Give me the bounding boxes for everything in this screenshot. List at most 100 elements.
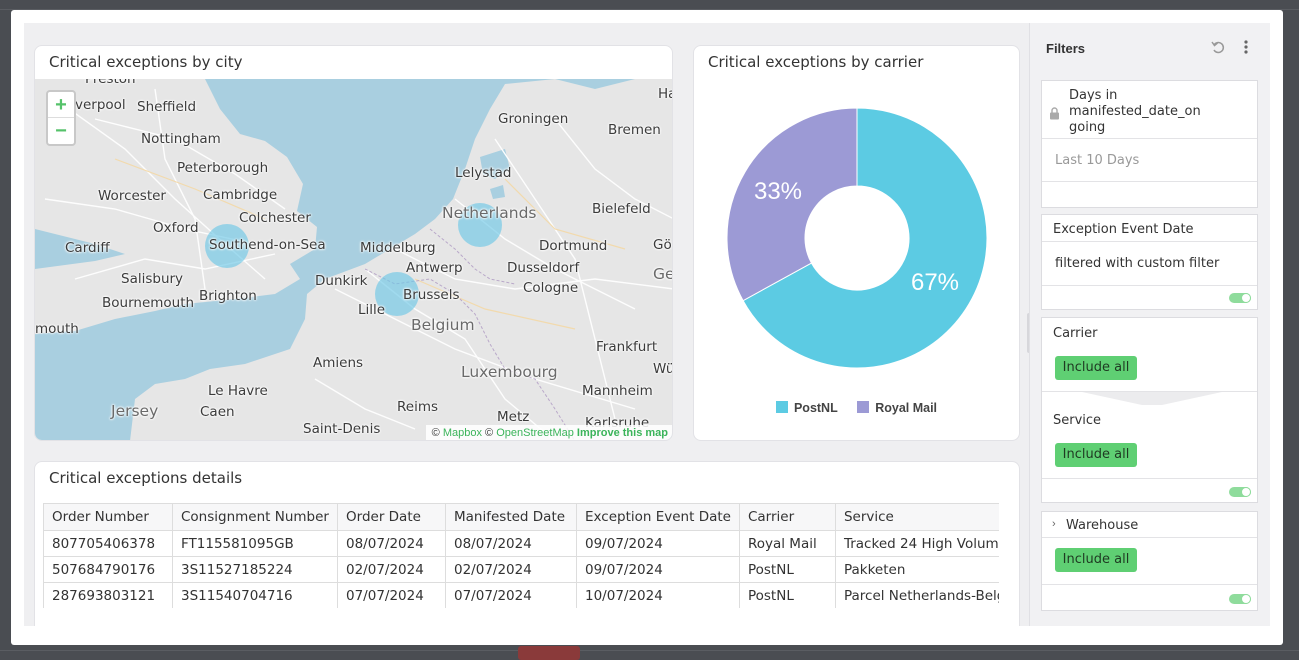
filter-warehouse-toggle[interactable] (1229, 594, 1251, 604)
map-label: Lelystad (455, 165, 512, 181)
filter-days-value-row[interactable]: Last 10 Days (1042, 139, 1257, 182)
filter-days-label: Days in manifested_date_on going (1069, 88, 1201, 136)
map-label: Groningen (498, 111, 569, 127)
copyright-symbol: © (431, 427, 440, 439)
donut-slice-royal-mail[interactable] (726, 107, 858, 302)
map-label: Netherlands (442, 204, 537, 222)
column-header[interactable]: Consignment Number (172, 503, 338, 531)
backdrop-divider (0, 9, 1299, 10)
filter-days-label-line: manifested_date_on (1069, 104, 1201, 119)
filter-warehouse-label: Warehouse (1066, 518, 1139, 533)
chevron-right-icon[interactable]: › (1052, 518, 1056, 530)
dashboard-modal: Critical exceptions by city (11, 10, 1283, 645)
kebab-menu-icon[interactable] (1240, 39, 1252, 59)
legend-item-postnl[interactable]: PostNL (775, 401, 838, 415)
filter-days-label-line: Days in (1069, 88, 1118, 103)
map-bubble-netherlands[interactable] (458, 203, 502, 247)
service-include-all-button[interactable]: Include all (1055, 443, 1137, 467)
filter-carrier-service-toggle[interactable] (1229, 487, 1251, 497)
map[interactable]: Preston verpool Sheffield Nottingham Pet… (35, 79, 673, 440)
filter-carrier-service: Carrier Include all Service Include all (1041, 317, 1258, 503)
filter-warehouse-header[interactable]: › Warehouse (1042, 512, 1257, 538)
mapbox-link[interactable]: Mapbox (442, 427, 482, 439)
map-label: Frankfurt (596, 339, 658, 355)
filter-exception-value: filtered with custom filter (1055, 256, 1220, 271)
map-label: Dortmund (539, 238, 608, 254)
map-label: Le Havre (208, 383, 268, 399)
table-cell: 02/07/2024 (337, 556, 446, 583)
column-header[interactable]: Manifested Date (445, 503, 577, 531)
improve-map-link[interactable]: Improve this map (576, 427, 668, 439)
dashboard-canvas: Critical exceptions by city (24, 23, 1270, 626)
map-bubble-southend[interactable] (205, 224, 249, 268)
map-label: Gö (653, 237, 672, 253)
table-cell: 08/07/2024 (445, 530, 577, 557)
pie-card: Critical exceptions by carrier 67% 33% P… (693, 45, 1020, 441)
map-bubble-brussels[interactable] (375, 272, 419, 316)
table-cell: Royal Mail (738, 530, 836, 557)
divider (1042, 391, 1257, 392)
table-row[interactable]: 507684790176 3S11527185224 02/07/2024 02… (43, 556, 999, 583)
details-table: Order Number Consignment Number Order Da… (43, 503, 999, 608)
map-zoom-control: + − (46, 90, 76, 146)
openstreetmap-link[interactable]: OpenStreetMap (496, 427, 574, 439)
table-cell: Pakketen (834, 556, 999, 583)
map-label: Bournemouth (102, 295, 195, 311)
map-label: Dunkirk (315, 273, 368, 289)
legend-swatch-royal-mail (857, 401, 870, 413)
column-header[interactable]: Exception Event Date (576, 503, 740, 531)
filter-exception-value-row[interactable]: filtered with custom filter (1042, 242, 1257, 286)
table-cell: 07/07/2024 (337, 582, 446, 608)
filter-exception-label: Exception Event Date (1053, 222, 1194, 237)
map-label: Jersey (111, 402, 159, 420)
warehouse-include-all-button[interactable]: Include all (1055, 548, 1137, 572)
details-card: Critical exceptions details Order Number… (34, 461, 1020, 626)
table-row[interactable]: 807705406378 FT115581095GB 08/07/2024 08… (43, 530, 999, 557)
column-header[interactable]: Service (834, 503, 999, 531)
table-cell: FT115581095GB (172, 530, 338, 557)
map-label: Worcester (98, 188, 166, 204)
column-header[interactable]: Order Number (43, 503, 173, 531)
backdrop-badge (518, 646, 580, 660)
donut-chart: 67% 33% (726, 107, 988, 369)
divider (1042, 478, 1257, 479)
table-row[interactable]: 287693803121 3S11540704716 07/07/2024 07… (43, 582, 999, 608)
filter-days-header[interactable]: Days in manifested_date_on going (1042, 81, 1257, 139)
map-label: Ge (653, 265, 673, 283)
legend-item-royal-mail[interactable]: Royal Mail (857, 401, 937, 415)
reset-icon[interactable] (1210, 39, 1226, 59)
map-label: Peterborough (177, 160, 269, 176)
map-label: Bremen (608, 122, 661, 138)
map-label: Colchester (239, 210, 311, 226)
table-header-row: Order Number Consignment Number Order Da… (43, 503, 999, 531)
map-label: Dusseldorf (507, 260, 580, 276)
filter-exception-toggle[interactable] (1229, 293, 1251, 303)
table-cell: 287693803121 (43, 582, 173, 608)
table-cell: PostNL (738, 556, 836, 583)
map-label: Sheffield (137, 99, 197, 115)
filters-title: Filters (1046, 41, 1086, 56)
carrier-include-all-button[interactable]: Include all (1055, 356, 1137, 380)
map-label: Middelburg (360, 240, 436, 256)
map-label: Brighton (199, 288, 257, 304)
table-cell: PostNL (738, 582, 836, 608)
details-table-scroll[interactable]: Order Number Consignment Number Order Da… (43, 503, 999, 608)
column-header[interactable]: Carrier (738, 503, 836, 531)
map-label: Luxembourg (461, 363, 558, 381)
map-label: Saint-Denis (303, 421, 381, 437)
lock-icon (1049, 107, 1060, 125)
table-cell: 3S11540704716 (172, 582, 338, 608)
donut-slice-postnl[interactable] (742, 107, 988, 369)
filters-panel: Filters Days in manifested_date_on (1029, 23, 1270, 626)
zoom-in-button[interactable]: + (48, 92, 74, 118)
zoom-out-button[interactable]: − (55, 120, 67, 142)
filter-exception-header[interactable]: Exception Event Date (1042, 215, 1257, 242)
map-label: verpool (75, 97, 126, 113)
map-label: Reims (397, 399, 439, 415)
map-label: Bielefeld (592, 201, 651, 217)
column-header[interactable]: Order Date (337, 503, 446, 531)
map-label: Cambridge (203, 187, 278, 203)
map-label: Southend-on-Sea (209, 237, 326, 253)
pie-legend: PostNL Royal Mail (694, 401, 1019, 415)
map-attribution: © Mapbox © OpenStreetMap Improve this ma… (425, 425, 672, 440)
